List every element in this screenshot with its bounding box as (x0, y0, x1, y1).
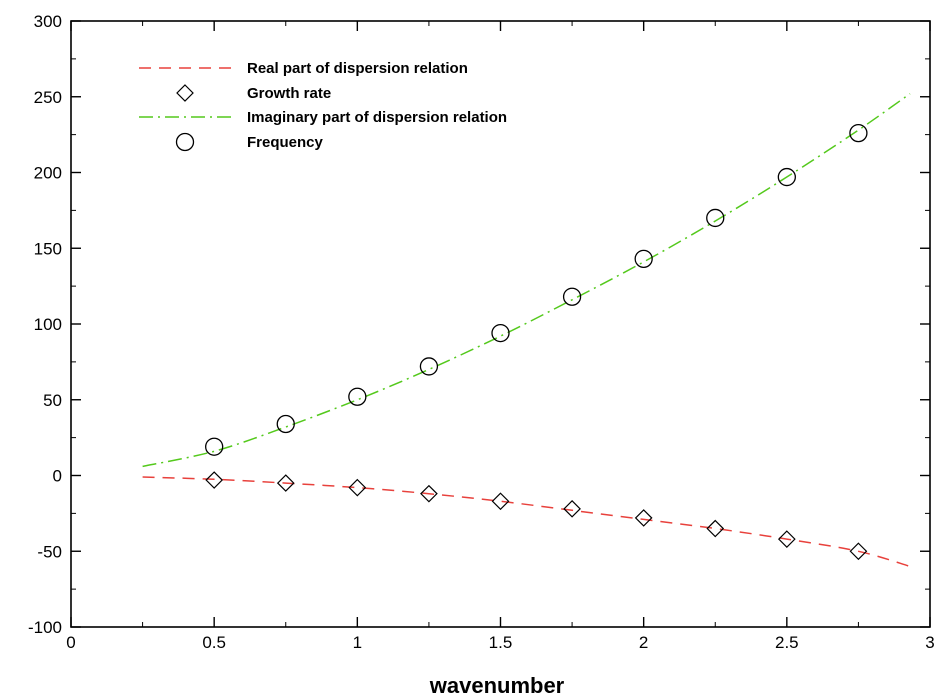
series-layer (142, 93, 911, 568)
growth-rate-point (634, 509, 653, 527)
y-tick-label: 300 (34, 12, 62, 31)
y-tick-label: -50 (37, 542, 62, 561)
legend-marker-swatch (175, 132, 195, 152)
y-tick-label: 0 (53, 467, 62, 486)
x-tick-label: 1.5 (489, 633, 513, 652)
growth-rate-point (491, 492, 510, 511)
y-tick-label: 200 (34, 164, 62, 183)
y-tick-label: 50 (43, 391, 62, 410)
x-axis: 0 0.5 1 1.5 2 2.5 3 (66, 21, 935, 652)
x-tick-label: 1 (353, 633, 362, 652)
series-line (142, 93, 911, 468)
frequency-point (205, 437, 224, 456)
frequency-point (562, 287, 582, 306)
y-axis: -100 -50 0 50 100 150 200 250 300 (28, 12, 930, 637)
y-tick-label: 250 (34, 88, 62, 107)
growth-rate-point (205, 471, 224, 489)
series-line (142, 476, 911, 568)
frequency-point (491, 323, 510, 343)
frequency-point (706, 208, 725, 228)
frequency-point (777, 167, 796, 187)
frequency-point (849, 123, 868, 143)
x-tick-label: 2 (639, 633, 648, 652)
frequency-point (634, 249, 653, 269)
growth-rate-point (420, 484, 438, 503)
growth-rate-point (276, 474, 295, 492)
y-tick-label: -100 (28, 618, 62, 637)
x-tick-label: 2.5 (775, 633, 799, 652)
frequency-point (348, 387, 367, 406)
legend-entry-label: Real part of dispersion relation (247, 60, 468, 77)
growth-rate-point (706, 519, 725, 538)
frequency-point (419, 357, 439, 376)
x-axis-title: wavenumber (429, 673, 565, 697)
frequency-point (276, 414, 295, 434)
x-tick-label: 3 (925, 633, 934, 652)
legend-marker-swatch (176, 84, 194, 102)
y-tick-label: 100 (34, 315, 62, 334)
x-tick-label: 0 (66, 633, 75, 652)
legend-entry-label: Growth rate (247, 85, 331, 102)
growth-rate-point (849, 542, 868, 561)
legend-entry-label: Frequency (247, 134, 324, 151)
legend: Real part of dispersion relation Growth r… (139, 60, 507, 152)
growth-rate-point (563, 499, 581, 518)
x-tick-label: 0.5 (202, 633, 226, 652)
growth-rate-point (348, 478, 367, 497)
y-tick-label: 150 (34, 239, 62, 258)
legend-entry-label: Imaginary part of dispersion relation (247, 109, 507, 126)
growth-rate-point (777, 530, 796, 548)
